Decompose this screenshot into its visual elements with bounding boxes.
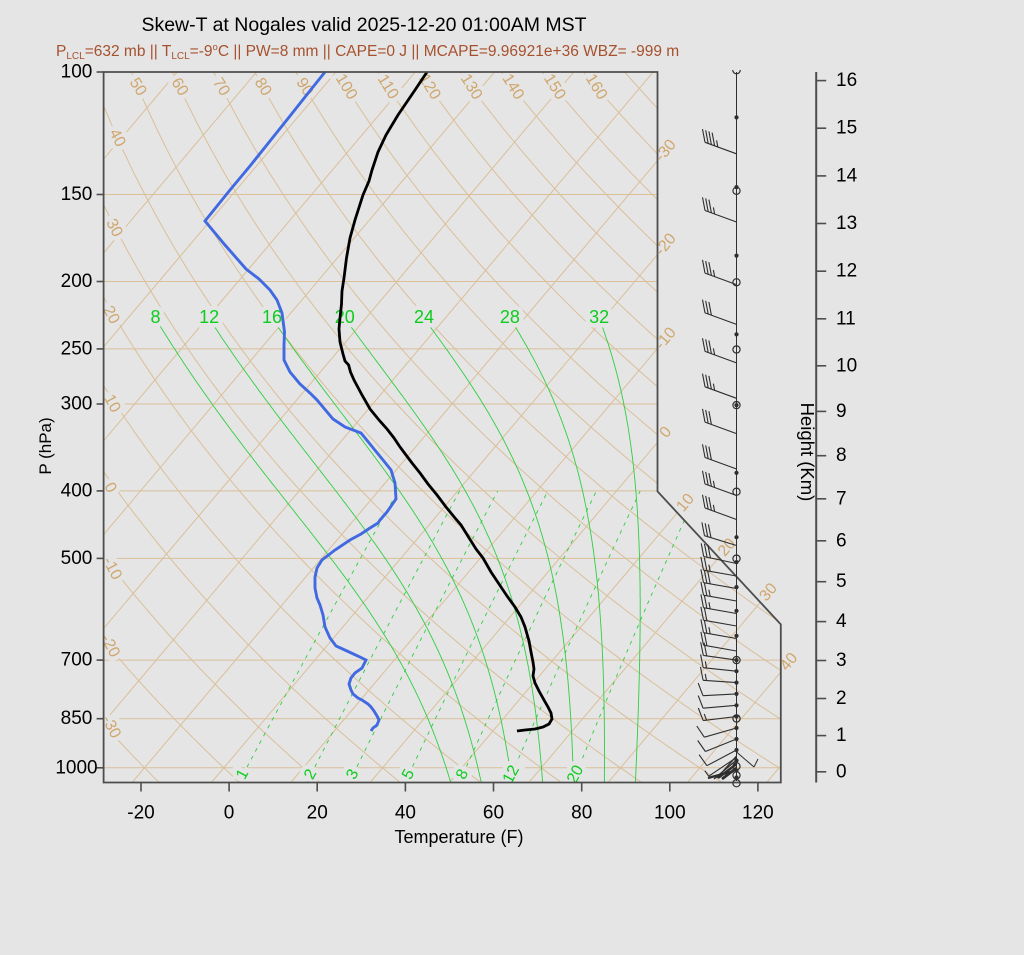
svg-text:Height (Km): Height (Km) bbox=[797, 403, 818, 502]
svg-text:1000: 1000 bbox=[55, 757, 97, 778]
svg-text:15: 15 bbox=[836, 118, 857, 139]
svg-text:P (hPa): P (hPa) bbox=[36, 417, 55, 474]
svg-text:Temperature (F): Temperature (F) bbox=[394, 827, 523, 847]
svg-text:150: 150 bbox=[61, 184, 93, 205]
svg-text:10: 10 bbox=[836, 355, 857, 376]
svg-text:0: 0 bbox=[836, 761, 847, 782]
svg-text:16: 16 bbox=[262, 307, 282, 327]
svg-text:3: 3 bbox=[836, 650, 847, 671]
svg-text:120: 120 bbox=[742, 803, 774, 824]
svg-text:-20: -20 bbox=[127, 803, 154, 824]
svg-text:500: 500 bbox=[61, 548, 93, 569]
svg-text:40: 40 bbox=[395, 803, 416, 824]
svg-text:300: 300 bbox=[61, 394, 93, 415]
svg-text:8: 8 bbox=[150, 307, 160, 327]
svg-text:12: 12 bbox=[199, 307, 219, 327]
svg-text:8: 8 bbox=[836, 445, 847, 466]
svg-text:7: 7 bbox=[836, 488, 847, 509]
svg-text:32: 32 bbox=[589, 307, 609, 327]
svg-text:200: 200 bbox=[61, 271, 93, 292]
svg-text:850: 850 bbox=[61, 708, 93, 729]
svg-text:400: 400 bbox=[61, 480, 93, 501]
svg-text:60: 60 bbox=[483, 803, 504, 824]
svg-text:Skew-T at Nogales valid 2025-1: Skew-T at Nogales valid 2025-12-20 01:00… bbox=[141, 14, 586, 36]
svg-text:11: 11 bbox=[836, 308, 856, 329]
svg-text:250: 250 bbox=[61, 338, 93, 359]
svg-text:1: 1 bbox=[836, 725, 847, 746]
svg-text:9: 9 bbox=[836, 401, 847, 422]
svg-text:700: 700 bbox=[61, 650, 93, 671]
svg-text:80: 80 bbox=[571, 803, 592, 824]
svg-text:24: 24 bbox=[414, 307, 434, 327]
svg-text:PLCL=632 mb || TLCL=-9oC || PW: PLCL=632 mb || TLCL=-9oC || PW=8 mm || C… bbox=[56, 42, 679, 62]
svg-text:0: 0 bbox=[224, 803, 235, 824]
svg-text:28: 28 bbox=[500, 307, 520, 327]
svg-text:16: 16 bbox=[836, 70, 857, 91]
svg-text:5: 5 bbox=[836, 571, 847, 592]
svg-text:14: 14 bbox=[836, 165, 858, 186]
svg-text:4: 4 bbox=[836, 611, 847, 632]
svg-text:13: 13 bbox=[836, 213, 857, 234]
svg-text:100: 100 bbox=[61, 62, 93, 83]
svg-text:20: 20 bbox=[335, 307, 355, 327]
svg-text:2: 2 bbox=[836, 688, 847, 709]
svg-text:20: 20 bbox=[307, 803, 328, 824]
svg-text:100: 100 bbox=[654, 803, 686, 824]
svg-text:12: 12 bbox=[836, 261, 857, 282]
svg-text:6: 6 bbox=[836, 530, 847, 551]
